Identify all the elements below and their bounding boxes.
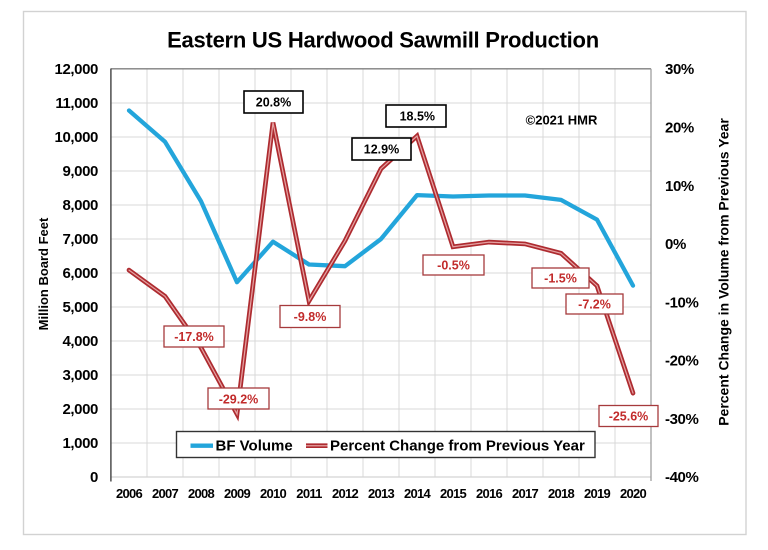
svg-text:-25.6%: -25.6% xyxy=(609,410,649,424)
svg-text:18.5%: 18.5% xyxy=(400,110,435,124)
svg-text:-10%: -10% xyxy=(665,294,698,311)
svg-text:11,000: 11,000 xyxy=(55,95,98,112)
svg-text:-7.2%: -7.2% xyxy=(578,298,611,312)
svg-text:BF Volume: BF Volume xyxy=(216,437,293,454)
svg-text:-29.2%: -29.2% xyxy=(219,393,259,407)
svg-text:2,000: 2,000 xyxy=(62,401,98,418)
svg-text:2020: 2020 xyxy=(620,486,647,501)
svg-text:2016: 2016 xyxy=(476,486,503,501)
svg-text:9,000: 9,000 xyxy=(62,163,98,180)
svg-text:-1.5%: -1.5% xyxy=(544,272,577,286)
svg-text:1,000: 1,000 xyxy=(62,435,98,452)
svg-text:12,000: 12,000 xyxy=(55,61,99,78)
svg-text:2015: 2015 xyxy=(440,486,467,501)
svg-text:Percent Change in Volume from: Percent Change in Volume from Previous Y… xyxy=(716,118,732,426)
svg-text:0%: 0% xyxy=(665,236,686,253)
svg-text:6,000: 6,000 xyxy=(62,265,98,282)
svg-text:2007: 2007 xyxy=(152,486,179,501)
svg-text:10,000: 10,000 xyxy=(55,129,99,146)
svg-text:2018: 2018 xyxy=(548,486,575,501)
svg-text:12.9%: 12.9% xyxy=(364,143,399,157)
svg-text:2006: 2006 xyxy=(116,486,143,501)
svg-text:4,000: 4,000 xyxy=(62,333,98,350)
svg-text:20.8%: 20.8% xyxy=(256,96,291,110)
svg-text:2014: 2014 xyxy=(404,486,432,501)
svg-text:2008: 2008 xyxy=(188,486,215,501)
svg-text:30%: 30% xyxy=(665,61,694,78)
svg-text:8,000: 8,000 xyxy=(62,197,98,214)
svg-text:Million Board Feet: Million Board Feet xyxy=(36,217,51,330)
svg-text:-17.8%: -17.8% xyxy=(174,330,214,344)
svg-text:2012: 2012 xyxy=(332,486,359,501)
svg-text:-30%: -30% xyxy=(665,411,698,428)
svg-text:2009: 2009 xyxy=(224,486,251,501)
svg-text:Eastern US Hardwood Sawmill Pr: Eastern US Hardwood Sawmill Production xyxy=(167,28,599,53)
svg-text:-9.8%: -9.8% xyxy=(294,310,327,324)
svg-text:10%: 10% xyxy=(665,178,694,195)
svg-text:-40%: -40% xyxy=(665,469,698,486)
svg-text:7,000: 7,000 xyxy=(62,231,98,248)
svg-text:20%: 20% xyxy=(665,120,694,137)
svg-text:0: 0 xyxy=(90,469,98,486)
svg-text:3,000: 3,000 xyxy=(62,367,98,384)
svg-text:2017: 2017 xyxy=(512,486,539,501)
svg-text:-20%: -20% xyxy=(665,353,698,370)
svg-text:2011: 2011 xyxy=(296,486,322,501)
svg-text:5,000: 5,000 xyxy=(62,299,98,316)
svg-text:©2021 HMR: ©2021 HMR xyxy=(526,113,598,128)
svg-text:2010: 2010 xyxy=(260,486,287,501)
svg-text:-0.5%: -0.5% xyxy=(437,259,470,273)
svg-text:2013: 2013 xyxy=(368,486,395,501)
svg-text:2019: 2019 xyxy=(584,486,611,501)
svg-text:Percent Change from Previous Y: Percent Change from Previous Year xyxy=(330,437,585,454)
